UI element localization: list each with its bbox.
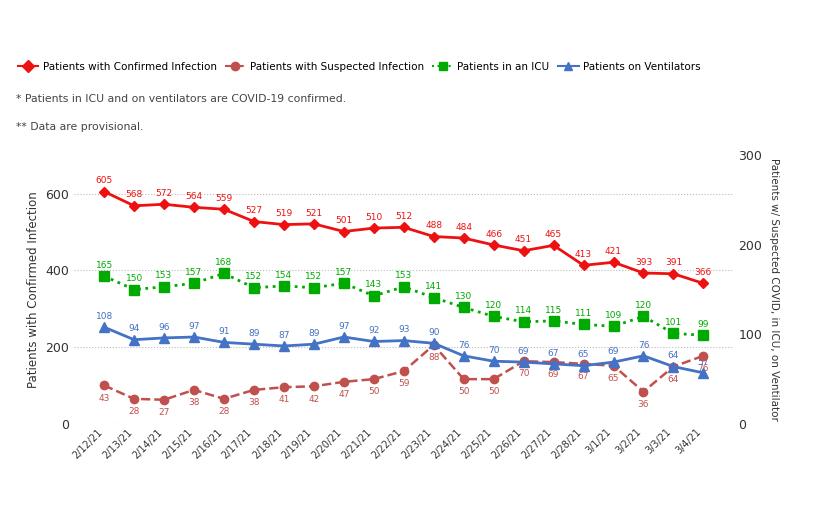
Text: 519: 519 [275, 209, 293, 218]
Text: 90: 90 [428, 328, 439, 337]
Text: 59: 59 [398, 379, 410, 388]
Text: 87: 87 [279, 331, 290, 340]
Text: 91: 91 [218, 327, 230, 336]
Text: 65: 65 [608, 374, 620, 383]
Text: 559: 559 [215, 194, 232, 203]
Text: 150: 150 [125, 274, 143, 283]
Text: 413: 413 [575, 250, 592, 259]
Text: 36: 36 [638, 400, 649, 409]
Text: 109: 109 [605, 311, 622, 320]
Text: 366: 366 [695, 268, 712, 277]
Text: 96: 96 [158, 323, 170, 331]
Text: 521: 521 [306, 208, 322, 218]
Text: 564: 564 [185, 192, 203, 201]
Text: 28: 28 [129, 407, 140, 416]
Text: 153: 153 [156, 271, 173, 281]
Text: 168: 168 [215, 258, 232, 267]
Text: 89: 89 [248, 329, 260, 338]
Text: 69: 69 [608, 347, 620, 356]
Text: 64: 64 [667, 351, 679, 360]
Text: 43: 43 [98, 393, 110, 403]
Text: 28: 28 [218, 407, 230, 416]
Text: 484: 484 [455, 223, 472, 232]
Text: 451: 451 [515, 235, 532, 245]
Text: 165: 165 [96, 261, 113, 270]
Text: 50: 50 [458, 387, 470, 397]
Text: 27: 27 [158, 408, 170, 417]
Text: 527: 527 [246, 206, 263, 215]
Text: 120: 120 [485, 301, 502, 310]
Y-axis label: Patients with Confirmed Infection: Patients with Confirmed Infection [27, 191, 40, 388]
Text: 70: 70 [517, 370, 529, 378]
Text: 157: 157 [335, 268, 353, 277]
Text: 57: 57 [698, 358, 709, 367]
Text: 120: 120 [635, 301, 652, 310]
Text: 76: 76 [638, 341, 649, 349]
Text: 152: 152 [306, 272, 322, 281]
Text: 115: 115 [545, 306, 562, 314]
Text: 421: 421 [605, 247, 622, 256]
Text: COVID-19 Hospitalizations Reported by MS Hospitals, 2/12/21-3/4/21 *,**: COVID-19 Hospitalizations Reported by MS… [18, 20, 618, 36]
Text: 488: 488 [425, 221, 442, 230]
Text: 130: 130 [455, 292, 472, 301]
Text: 76: 76 [458, 341, 470, 349]
Text: 143: 143 [365, 280, 382, 290]
Text: 38: 38 [248, 398, 260, 407]
Text: 67: 67 [578, 372, 589, 381]
Text: 111: 111 [575, 309, 592, 318]
Text: ** Data are provisional.: ** Data are provisional. [16, 123, 143, 132]
Text: 88: 88 [428, 353, 439, 362]
Text: 47: 47 [338, 390, 349, 399]
Legend: Patients with Confirmed Infection, Patients with Suspected Infection, Patients i: Patients with Confirmed Infection, Patie… [13, 57, 705, 76]
Text: 568: 568 [125, 190, 143, 200]
Text: 64: 64 [667, 375, 679, 384]
Text: 101: 101 [665, 318, 682, 327]
Text: 69: 69 [548, 370, 559, 379]
Text: 38: 38 [188, 398, 199, 407]
Text: * Patients in ICU and on ventilators are COVID-19 confirmed.: * Patients in ICU and on ventilators are… [16, 95, 346, 104]
Text: 572: 572 [156, 189, 172, 198]
Text: 94: 94 [129, 324, 140, 333]
Text: 501: 501 [335, 216, 353, 225]
Text: 76: 76 [698, 364, 709, 373]
Text: 157: 157 [185, 268, 203, 277]
Text: 465: 465 [545, 230, 562, 239]
Text: 41: 41 [279, 396, 289, 404]
Text: 108: 108 [96, 312, 113, 321]
Text: 153: 153 [396, 271, 412, 281]
Text: 97: 97 [188, 322, 199, 331]
Text: 50: 50 [368, 387, 380, 397]
Text: 67: 67 [548, 348, 559, 358]
Text: 393: 393 [634, 257, 652, 267]
Text: 50: 50 [488, 387, 499, 397]
Text: 510: 510 [365, 212, 382, 222]
Text: 391: 391 [665, 258, 682, 267]
Text: 152: 152 [246, 272, 263, 281]
Text: 69: 69 [517, 347, 529, 356]
Text: 99: 99 [698, 320, 709, 329]
Y-axis label: Patients w/ Suspected COVID, in ICU, on Ventilator: Patients w/ Suspected COVID, in ICU, on … [769, 158, 779, 421]
Text: 97: 97 [338, 322, 349, 331]
Text: 42: 42 [308, 394, 320, 404]
Text: 605: 605 [96, 176, 113, 185]
Text: 512: 512 [396, 212, 412, 221]
Text: 114: 114 [515, 307, 532, 315]
Text: 93: 93 [398, 325, 410, 334]
Text: 92: 92 [368, 326, 380, 335]
Text: 141: 141 [425, 282, 442, 291]
Text: 89: 89 [308, 329, 320, 338]
Text: 65: 65 [578, 351, 589, 359]
Text: 154: 154 [275, 270, 293, 280]
Text: 466: 466 [485, 230, 502, 239]
Text: 70: 70 [488, 346, 499, 355]
